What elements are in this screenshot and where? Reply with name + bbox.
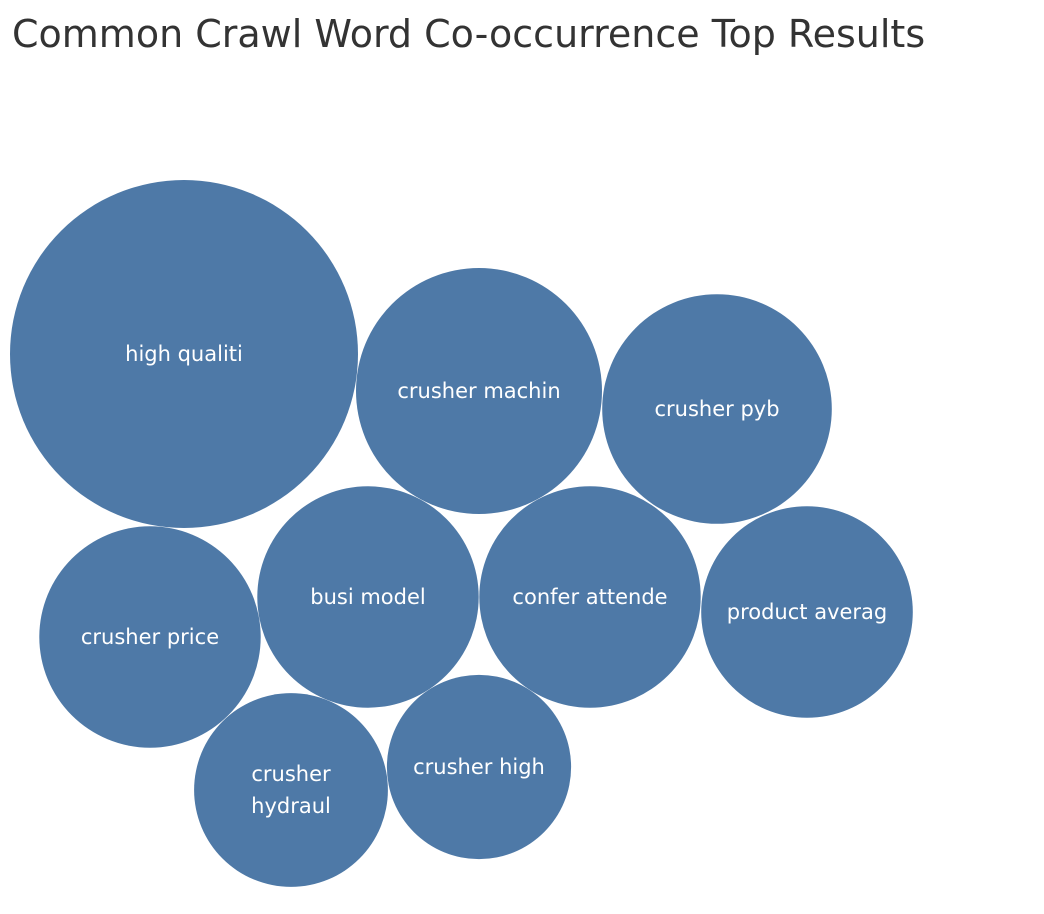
bubble-label-crusher-machin: crusher machin [397, 379, 560, 403]
bubble-crusher-hydraul[interactable] [194, 693, 388, 887]
bubble-high-qualiti[interactable] [10, 180, 358, 528]
bubble-crusher-machin[interactable] [356, 268, 602, 514]
bubble-crusher-high[interactable] [386, 674, 572, 860]
bubble-label-busi-model: busi model [310, 585, 425, 609]
bubble-label-crusher-price: crusher price [81, 625, 219, 649]
bubble-label-crusher-high: crusher high [413, 755, 545, 779]
bubble-label-crusher-pyb: crusher pyb [654, 397, 779, 421]
bubble-crusher-pyb[interactable] [602, 294, 832, 524]
chart-title: Common Crawl Word Co-occurrence Top Resu… [12, 12, 926, 56]
bubble-label-confer-attende: confer attende [512, 585, 667, 609]
bubble-confer-attende[interactable] [479, 486, 701, 708]
bubble-label-high-qualiti: high qualiti [125, 342, 243, 366]
bubble-label-crusher-hydraul: crusher hydraul [251, 762, 331, 818]
bubble-busi-model[interactable] [257, 486, 479, 708]
bubble-label-product-averag: product averag [727, 600, 888, 624]
bubble-product-averag[interactable] [701, 506, 913, 718]
bubble-crusher-price[interactable] [39, 526, 261, 748]
